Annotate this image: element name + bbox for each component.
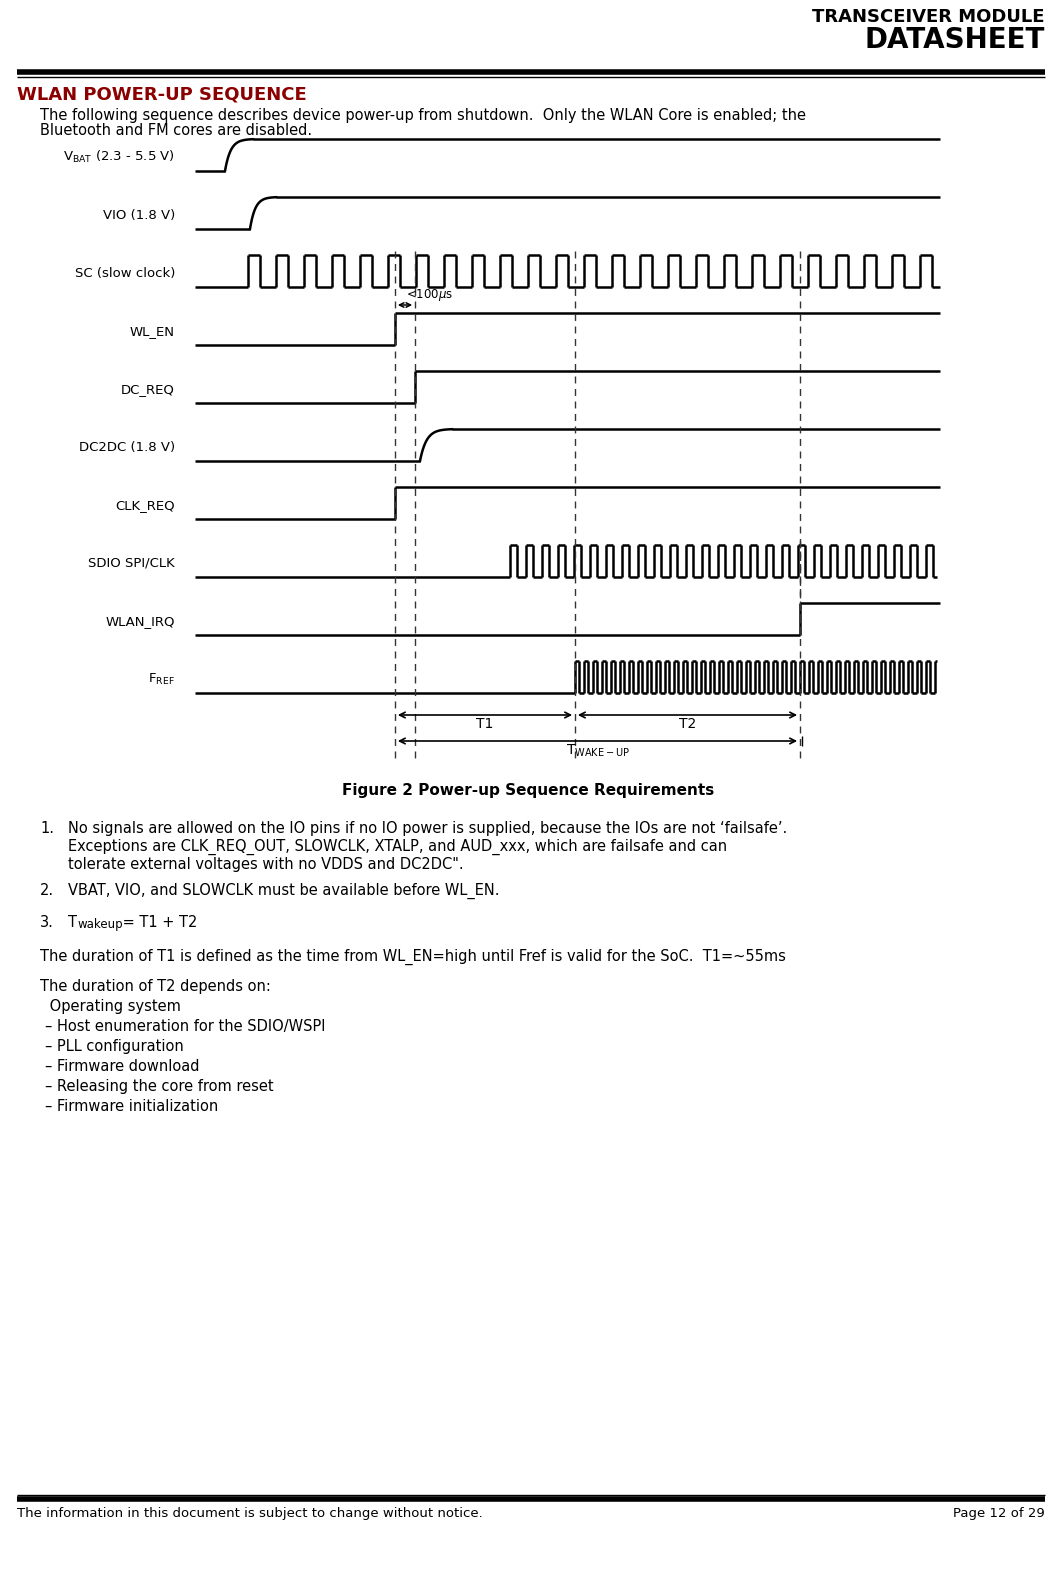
Text: The information in this document is subject to change without notice.: The information in this document is subj… [17,1506,483,1520]
Text: – Host enumeration for the SDIO/WSPI: – Host enumeration for the SDIO/WSPI [45,1018,326,1034]
Text: $\mathregular{V_{BAT}}$ (2.3 - 5.5 V): $\mathregular{V_{BAT}}$ (2.3 - 5.5 V) [63,149,175,165]
Text: Operating system: Operating system [45,999,181,1014]
Text: No signals are allowed on the IO pins if no IO power is supplied, because the IO: No signals are allowed on the IO pins if… [68,821,787,872]
Text: DC2DC (1.8 V): DC2DC (1.8 V) [79,441,175,453]
Text: TRANSCEIVER MODULE: TRANSCEIVER MODULE [813,8,1045,27]
Text: SDIO SPI/CLK: SDIO SPI/CLK [88,557,175,570]
Text: – Firmware initialization: – Firmware initialization [45,1098,218,1114]
Text: SC (slow clock): SC (slow clock) [75,267,175,279]
Text: VIO (1.8 V): VIO (1.8 V) [103,209,175,221]
Text: T$_{\mathregular{WAKE-UP}}$: T$_{\mathregular{WAKE-UP}}$ [565,744,629,759]
Text: WL_EN: WL_EN [130,325,175,337]
Text: = T1 + T2: = T1 + T2 [118,915,198,930]
Text: 3.: 3. [40,915,54,930]
Text: T1: T1 [477,717,494,731]
Text: – Firmware download: – Firmware download [45,1059,200,1075]
Text: DATASHEET: DATASHEET [865,27,1045,53]
Text: 1.: 1. [40,821,54,836]
Text: T: T [68,915,77,930]
Text: – PLL configuration: – PLL configuration [45,1039,184,1054]
Text: 2.: 2. [40,883,54,897]
Text: The duration of T1 is defined as the time from WL_EN=high until Fref is valid fo: The duration of T1 is defined as the tim… [40,949,785,965]
Text: WLAN POWER-UP SEQUENCE: WLAN POWER-UP SEQUENCE [17,85,307,104]
Text: Figure 2 Power-up Sequence Requirements: Figure 2 Power-up Sequence Requirements [341,783,715,799]
Text: The duration of T2 depends on:: The duration of T2 depends on: [40,979,271,995]
Text: – Releasing the core from reset: – Releasing the core from reset [45,1079,274,1094]
Text: <100$\mu$s: <100$\mu$s [406,287,453,303]
Text: WLAN_IRQ: WLAN_IRQ [106,615,175,628]
Text: F$_{\mathregular{REF}}$: F$_{\mathregular{REF}}$ [148,672,175,687]
Text: wakeup: wakeup [77,918,123,930]
Text: T2: T2 [679,717,697,731]
Text: Page 12 of 29: Page 12 of 29 [953,1506,1045,1520]
Text: The following sequence describes device power-up from shutdown.  Only the WLAN C: The following sequence describes device … [40,108,806,122]
Text: CLK_REQ: CLK_REQ [115,499,175,511]
Text: Bluetooth and FM cores are disabled.: Bluetooth and FM cores are disabled. [40,122,312,138]
Text: VBAT, VIO, and SLOWCLK must be available before WL_EN.: VBAT, VIO, and SLOWCLK must be available… [68,883,500,899]
Text: DC_REQ: DC_REQ [122,383,175,395]
